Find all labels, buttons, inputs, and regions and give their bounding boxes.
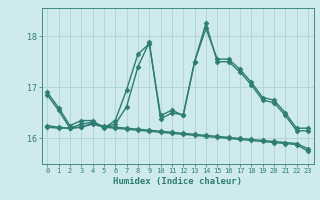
X-axis label: Humidex (Indice chaleur): Humidex (Indice chaleur) <box>113 177 242 186</box>
